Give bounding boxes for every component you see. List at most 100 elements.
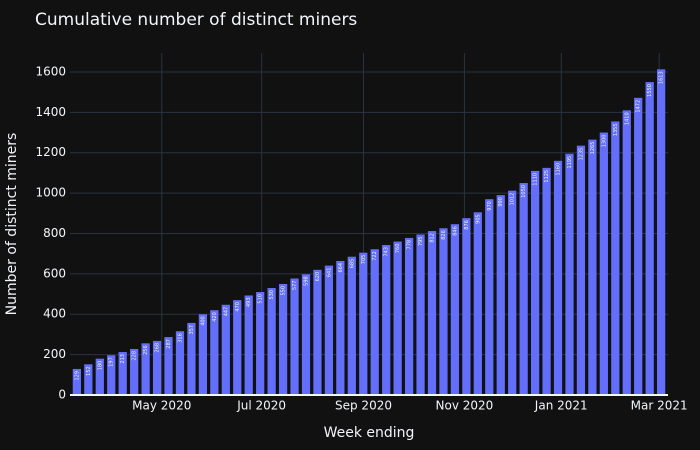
data-label: 180 xyxy=(97,361,103,371)
data-label: 722 xyxy=(372,251,378,261)
data-label: 213 xyxy=(120,354,126,364)
data-label: 905 xyxy=(475,214,481,224)
data-label: 990 xyxy=(498,197,504,207)
data-label: 357 xyxy=(189,325,195,335)
x-tick-label: Jul 2020 xyxy=(236,399,286,413)
data-label: 420 xyxy=(212,312,218,322)
data-label: 287 xyxy=(166,339,172,349)
data-label: 228 xyxy=(132,351,138,361)
bar xyxy=(141,343,150,395)
bar xyxy=(657,69,666,395)
data-label: 1110 xyxy=(533,173,539,186)
data-label: 778 xyxy=(407,240,413,250)
data-label: 268 xyxy=(155,343,161,353)
bar xyxy=(393,241,402,395)
bar xyxy=(95,358,104,395)
bar xyxy=(84,364,93,395)
data-label: 705 xyxy=(361,255,367,265)
bar xyxy=(152,340,162,395)
data-label: 812 xyxy=(430,233,436,243)
bar xyxy=(530,170,540,395)
bar xyxy=(72,368,81,395)
y-tick-label: 1400 xyxy=(35,105,66,119)
data-label: 876 xyxy=(464,220,470,230)
bar xyxy=(210,310,219,395)
bar xyxy=(118,351,127,395)
x-tick-label: Sep 2020 xyxy=(335,399,392,413)
x-tick-label: Mar 2021 xyxy=(631,399,688,413)
chart-title: Cumulative number of distinct miners xyxy=(35,10,357,30)
bar xyxy=(164,337,173,395)
bar xyxy=(233,300,242,395)
data-label: 1300 xyxy=(601,135,607,148)
y-tick-label: 400 xyxy=(43,307,66,321)
bar xyxy=(313,269,322,395)
data-label: 970 xyxy=(487,201,493,211)
data-label: 447 xyxy=(223,307,229,317)
bar xyxy=(370,249,379,395)
bar xyxy=(221,304,230,395)
bar xyxy=(130,348,139,395)
y-tick-label: 1000 xyxy=(35,186,66,200)
bar xyxy=(187,322,196,395)
data-label: 400 xyxy=(200,316,206,326)
data-label: 1050 xyxy=(521,185,527,198)
data-label: 664 xyxy=(338,263,344,273)
bar xyxy=(359,252,368,395)
bar xyxy=(645,82,654,395)
bar xyxy=(290,278,299,395)
data-label: 1265 xyxy=(590,142,596,155)
bar xyxy=(542,167,551,395)
bar xyxy=(404,237,414,395)
y-tick-label: 1600 xyxy=(35,64,66,78)
y-tick-label: 800 xyxy=(43,226,66,240)
data-label: 760 xyxy=(395,244,401,254)
data-label: 1613 xyxy=(659,71,665,84)
data-label: 197 xyxy=(109,357,115,367)
bar xyxy=(256,292,265,395)
bar xyxy=(519,183,528,395)
bar xyxy=(175,331,185,395)
bar xyxy=(599,132,608,395)
bar xyxy=(508,190,517,395)
data-label: 1235 xyxy=(578,148,584,161)
y-tick-label: 600 xyxy=(43,266,66,280)
bar xyxy=(634,97,643,395)
bar xyxy=(439,228,448,395)
data-label: 470 xyxy=(235,302,241,312)
data-label: 510 xyxy=(258,294,264,304)
data-label: 685 xyxy=(349,259,355,269)
data-label: 530 xyxy=(269,290,275,300)
bar xyxy=(485,199,494,395)
bar xyxy=(462,218,471,395)
bar xyxy=(565,153,574,395)
bar xyxy=(267,287,276,395)
bar xyxy=(611,121,620,396)
bar xyxy=(622,110,631,395)
y-tick-label: 0 xyxy=(58,388,66,402)
bar xyxy=(244,295,253,395)
bar xyxy=(336,260,345,395)
data-label: 641 xyxy=(326,268,332,278)
x-tick-label: May 2020 xyxy=(132,399,191,413)
bar xyxy=(416,234,425,395)
data-label: 316 xyxy=(177,333,183,343)
data-label: 1160 xyxy=(556,163,562,176)
data-label: 493 xyxy=(246,297,252,307)
data-label: 256 xyxy=(143,345,149,355)
data-label: 129 xyxy=(74,371,80,381)
data-label: 1550 xyxy=(647,84,653,97)
data-label: 1355 xyxy=(613,123,619,136)
data-label: 620 xyxy=(315,272,321,282)
bar xyxy=(553,160,563,395)
bar xyxy=(382,244,391,395)
data-label: 743 xyxy=(384,247,390,257)
data-label: 1125 xyxy=(544,170,550,183)
data-label: 1410 xyxy=(624,112,630,125)
bar xyxy=(588,139,597,395)
bar xyxy=(347,256,356,395)
bar xyxy=(473,212,482,395)
y-tick-label: 1200 xyxy=(35,145,66,159)
bar xyxy=(198,314,208,395)
